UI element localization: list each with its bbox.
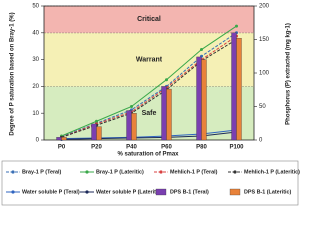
bar (236, 38, 242, 141)
bar (196, 56, 202, 141)
line (61, 131, 237, 140)
line (61, 25, 237, 137)
legend-marker (85, 190, 89, 194)
legend-label: Bray-1 P (Teral) (22, 169, 62, 175)
line (61, 35, 237, 138)
bar (161, 86, 167, 141)
legend-marker (85, 170, 89, 174)
x-tick-label: P60 (161, 145, 172, 151)
chart: Degree of P saturation based on Bray-1 (… (1, 4, 300, 206)
bar (96, 126, 102, 141)
legend-marker (233, 170, 237, 174)
zone-label: Critical (137, 16, 161, 23)
legend-swatch (155, 188, 167, 196)
y-tick-label: 20 (32, 84, 39, 90)
point (235, 24, 238, 28)
y2-tick-label: 200 (259, 4, 270, 10)
y2-tick-label: 0 (259, 138, 263, 144)
bar (131, 113, 137, 141)
legend-swatch (229, 188, 241, 196)
x-tick-label: P100 (229, 145, 244, 151)
y2-tick-label: 100 (259, 71, 270, 77)
legend-label: Mehlich-1 P (Teral) (170, 169, 218, 175)
y2-axis-title: Phosphorus (P) extracted (mg kg-1) (286, 23, 292, 125)
page: Degree of P saturation based on Bray-1 (… (1, 3, 301, 206)
y2-tick-label: 150 (259, 37, 270, 43)
bar (126, 110, 132, 141)
legend-label: DPS B-1 (Teral) (170, 189, 209, 195)
y-tick-label: 10 (32, 111, 39, 117)
x-tick-label: P40 (126, 145, 137, 151)
legend-label: Bray-1 P (Lateritic) (96, 169, 144, 175)
zone (44, 32, 254, 87)
line (61, 32, 237, 138)
point (200, 48, 203, 52)
x-tick-label: P0 (58, 145, 66, 151)
y2-tick-label: 50 (259, 104, 266, 110)
y-tick-label: 40 (32, 30, 39, 36)
point (95, 119, 98, 123)
x-tick-label: P80 (196, 145, 207, 151)
legend-label: Mehlich-1 P (Lateritic) (244, 169, 300, 175)
point (165, 78, 168, 82)
bar (201, 59, 207, 141)
legend-frame (1, 160, 299, 206)
bar (56, 137, 62, 141)
point (130, 105, 133, 108)
legend-label: Water soluble P (Teral) (22, 189, 80, 195)
zone-label: Safe (142, 110, 157, 117)
y-axis-title: Degree of P saturation based on Bray-1 (… (10, 12, 16, 135)
legend-marker (11, 170, 15, 174)
line (61, 129, 237, 140)
legend-label: DPS B-1 (Lateritic) (244, 189, 292, 195)
bar (166, 88, 172, 141)
bar (231, 32, 237, 141)
zone-label: Warrant (136, 56, 163, 63)
legend-marker (159, 170, 163, 174)
y-tick-label: 0 (36, 138, 40, 144)
y-tick-label: 30 (32, 57, 39, 63)
y-tick-label: 50 (32, 4, 39, 10)
bar (91, 123, 97, 141)
legend-label: Water soluble P (Lateritic) (96, 189, 162, 195)
zone (44, 6, 254, 33)
x-axis-title: % saturation of Pmax (117, 152, 179, 158)
x-tick-label: P20 (91, 145, 102, 151)
bar (61, 137, 67, 141)
line (61, 39, 237, 138)
legend-marker (11, 190, 15, 194)
